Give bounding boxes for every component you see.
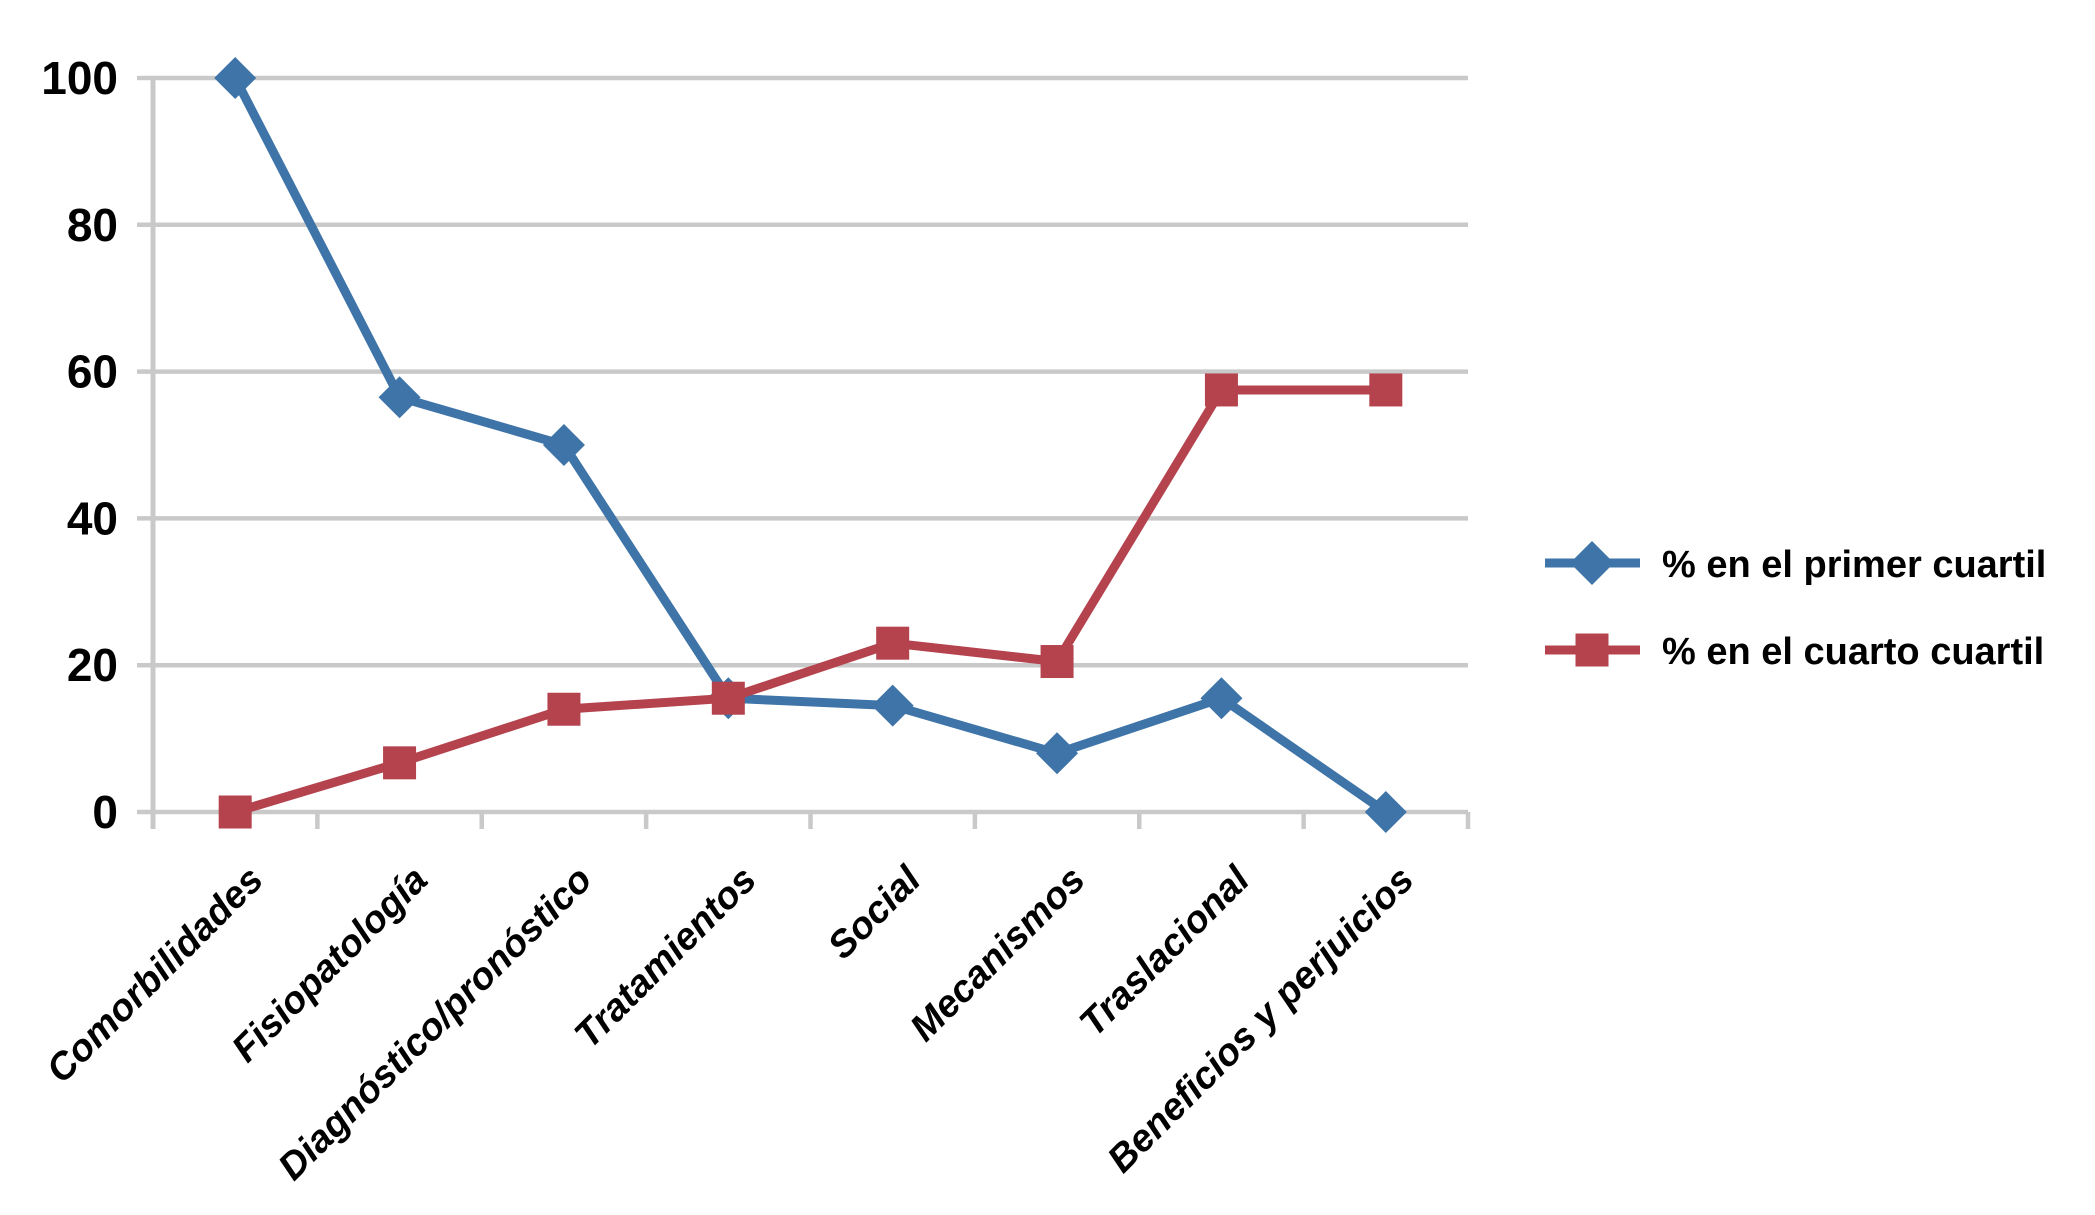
legend-square-marker-icon xyxy=(1575,633,1609,667)
data-point-square xyxy=(711,681,745,715)
legend-entry-cuarto-cuartil: % en el cuarto cuartil xyxy=(1545,631,2044,673)
data-point-diamond xyxy=(1036,732,1079,775)
data-point-square xyxy=(1040,645,1074,679)
legend-label-cuarto-cuartil: % en el cuarto cuartil xyxy=(1662,631,2044,673)
data-point-diamond xyxy=(1200,677,1243,720)
legend-label-primer-cuartil: % en el primer cuartil xyxy=(1662,544,2046,586)
y-tick-label: 20 xyxy=(67,639,118,691)
data-point-square xyxy=(383,746,417,780)
legend-entry-primer-cuartil: % en el primer cuartil xyxy=(1545,541,2046,586)
legend: % en el primer cuartil % en el cuarto cu… xyxy=(1545,541,2046,673)
data-point-diamond xyxy=(1364,791,1407,833)
data-point-diamond xyxy=(378,376,421,419)
series-line-square xyxy=(233,385,1386,817)
y-tick-label: 60 xyxy=(67,346,118,398)
data-point-square xyxy=(547,692,581,726)
data-point-square xyxy=(218,795,252,829)
series-line-diamond xyxy=(231,75,1389,816)
data-point-diamond xyxy=(214,57,257,99)
plot-area: 020406080100ComorbilidadesFisiopatología… xyxy=(39,52,1471,1189)
y-tick-label: 0 xyxy=(92,786,118,838)
data-point-square xyxy=(1204,373,1238,407)
legend-diamond-marker-icon xyxy=(1570,541,1614,585)
data-point-square xyxy=(1369,373,1403,407)
y-tick-label: 40 xyxy=(67,492,118,544)
x-axis-label: Mecanismos xyxy=(902,859,1093,1050)
data-point-diamond xyxy=(871,684,914,727)
data-point-square xyxy=(876,626,910,660)
y-tick-label: 80 xyxy=(67,199,118,251)
x-axis-label: Social xyxy=(820,858,930,968)
x-axis-label: Comorbilidades xyxy=(39,859,272,1092)
x-axis-label: Traslacional xyxy=(1072,858,1259,1045)
x-axis-label: Beneficios y perjuicios xyxy=(1100,859,1422,1181)
data-point-diamond xyxy=(542,424,585,466)
x-axis-label: Diagnóstico/pronóstico xyxy=(271,859,601,1189)
y-tick-label: 100 xyxy=(41,52,118,104)
